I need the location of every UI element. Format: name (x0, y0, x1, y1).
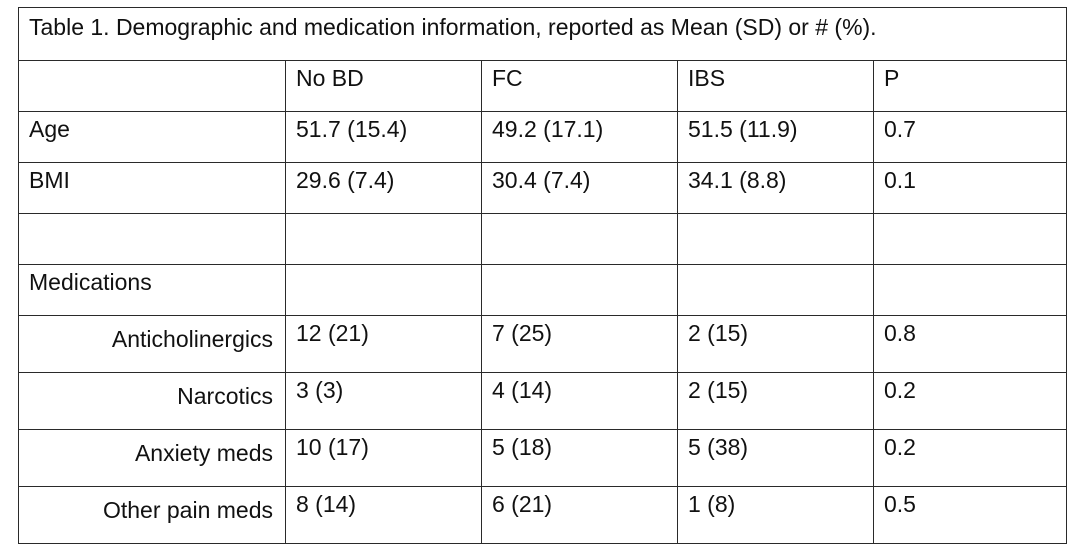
table-cell: 8 (14) (285, 486, 482, 544)
table-cell: 0.1 (872, 162, 1068, 214)
table-cell: 30.4 (7.4) (481, 162, 678, 214)
row-label: Anticholinergics (18, 315, 286, 373)
table-row-anxiety-meds: Anxiety meds 10 (17) 5 (18) 5 (38) 0.2 (18, 429, 1068, 487)
table-cell: 10 (17) (285, 429, 482, 487)
table-cell-empty (18, 213, 286, 265)
table-cell-empty (677, 213, 874, 265)
section-label: Medications (18, 264, 286, 316)
table-cell: 6 (21) (481, 486, 678, 544)
table-cell: 5 (18) (481, 429, 678, 487)
table-row-bmi: BMI 29.6 (7.4) 30.4 (7.4) 34.1 (8.8) 0.1 (18, 162, 1068, 214)
table-cell: 51.5 (11.9) (677, 111, 874, 163)
table-cell-empty (677, 264, 874, 316)
demographics-table-container: Table 1. Demographic and medication info… (17, 7, 1068, 544)
table-caption: Table 1. Demographic and medication info… (17, 7, 1068, 61)
header-cell-fc: FC (481, 60, 678, 112)
header-cell-no-bd: No BD (285, 60, 482, 112)
table-cell: 49.2 (17.1) (481, 111, 678, 163)
table-cell: 12 (21) (285, 315, 482, 373)
row-label: Anxiety meds (18, 429, 286, 487)
row-label: BMI (18, 162, 286, 214)
table-cell: 3 (3) (285, 372, 482, 430)
table-cell-empty (481, 213, 678, 265)
table-cell: 0.7 (872, 111, 1068, 163)
table-row-other-pain-meds: Other pain meds 8 (14) 6 (21) 1 (8) 0.5 (18, 486, 1068, 544)
table-row-blank (18, 213, 1068, 265)
table-row-anticholinergics: Anticholinergics 12 (21) 7 (25) 2 (15) 0… (18, 315, 1068, 373)
row-label: Age (18, 111, 286, 163)
table-cell: 2 (15) (677, 372, 874, 430)
table-cell: 51.7 (15.4) (285, 111, 482, 163)
table-cell: 4 (14) (481, 372, 678, 430)
header-cell-p: P (872, 60, 1068, 112)
table-row-medications-section: Medications (18, 264, 1068, 316)
table-cell: 29.6 (7.4) (285, 162, 482, 214)
table-cell: 7 (25) (481, 315, 678, 373)
table-cell-empty (872, 264, 1068, 316)
table-cell-empty (872, 213, 1068, 265)
row-label: Other pain meds (18, 486, 286, 544)
table-row-narcotics: Narcotics 3 (3) 4 (14) 2 (15) 0.2 (18, 372, 1068, 430)
table-row-age: Age 51.7 (15.4) 49.2 (17.1) 51.5 (11.9) … (18, 111, 1068, 163)
table-cell: 34.1 (8.8) (677, 162, 874, 214)
table-cell: 5 (38) (677, 429, 874, 487)
header-cell-empty (18, 60, 286, 112)
table-cell: 0.8 (872, 315, 1068, 373)
table-cell: 0.2 (872, 372, 1068, 430)
table-cell-empty (481, 264, 678, 316)
row-label: Narcotics (18, 372, 286, 430)
demographics-table: Table 1. Demographic and medication info… (17, 7, 1068, 544)
header-row: No BD FC IBS P (18, 60, 1068, 112)
table-cell-empty (285, 213, 482, 265)
table-cell: 0.5 (872, 486, 1068, 544)
table-cell: 0.2 (872, 429, 1068, 487)
header-cell-ibs: IBS (677, 60, 874, 112)
caption-row: Table 1. Demographic and medication info… (17, 7, 1068, 61)
table-cell-empty (285, 264, 482, 316)
table-cell: 1 (8) (677, 486, 874, 544)
table-cell: 2 (15) (677, 315, 874, 373)
